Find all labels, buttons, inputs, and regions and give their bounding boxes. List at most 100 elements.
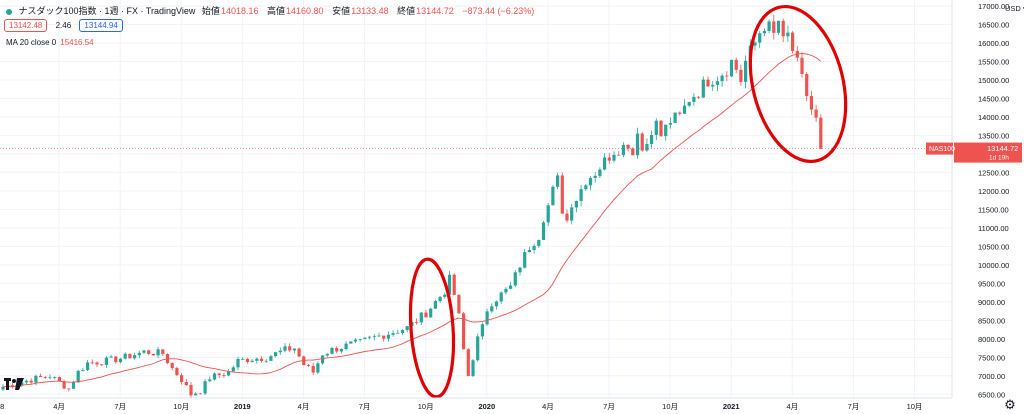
candle-body [400,330,405,333]
last-price-value: 13144.72 [987,144,1018,153]
candle-body [100,364,104,366]
candle-body [701,79,705,98]
candle-body [231,367,235,372]
candle-body [170,363,174,369]
y-tick-label: 13500.00 [978,131,1009,140]
candle-body [758,33,762,43]
x-tick-label: 10月 [907,402,923,411]
candle-body [588,177,593,186]
candle-body [744,60,748,82]
candle-body [34,375,38,383]
candle-body [391,333,395,335]
y-tick-label: 8000.00 [978,335,1005,344]
candle-body [650,135,654,145]
x-tick-label: 2021 [723,402,740,411]
candle-body [133,355,137,359]
candle-body [419,312,423,323]
candle-body [339,348,343,352]
candle-body [584,185,588,190]
candle-body [142,350,146,353]
x-tick-label: 2019 [234,402,251,411]
y-tick-label: 9500.00 [978,279,1005,288]
candle-body [725,75,729,77]
candle-body [241,358,245,360]
candle-body [739,69,743,82]
y-tick-label: 15000.00 [978,76,1009,85]
trade-prices: 13142.48 2.46 13144.94 [4,19,123,33]
candle-body [631,148,635,156]
candle-body [222,375,226,376]
y-tick-label: 6500.00 [978,390,1005,399]
grid [0,0,952,398]
candle-body [729,59,734,77]
candle-body [123,353,127,359]
candle-body [53,377,57,378]
candle-body [494,301,499,307]
candle-body [86,362,90,371]
y-tick-label: 15500.00 [978,57,1009,66]
candle-body [118,358,123,363]
y-tick-label: 14000.00 [978,113,1009,122]
candle-body [603,157,607,170]
x-tick-label: 4月 [542,402,554,411]
spread-value: 2.46 [55,21,72,30]
change-value: −873.44 (−6.23%) [462,6,535,16]
ma-label: MA 20 close 0 [6,38,57,47]
candle-body [776,20,781,33]
candle-body [560,175,564,214]
candle-body [447,274,452,295]
candle-body [250,360,254,362]
legend-header: ナスダック100指数 · 1週 · FX · TradingView 始値140… [6,4,540,16]
candle-body [198,393,202,395]
candle-body [551,186,555,206]
candle-body [297,348,301,357]
candle-body [640,133,644,151]
x-tick-label: 10月 [418,402,434,411]
sell-price-button[interactable]: 13142.48 [4,19,48,32]
candle-body [292,348,296,351]
candle-body [612,154,616,161]
y-tick-label: 10500.00 [978,242,1009,251]
candle-body [762,30,766,34]
candle-body [156,349,160,356]
candle-body [659,120,663,137]
candle-body [311,365,315,373]
candle-body [607,157,611,161]
candle-body [259,358,264,361]
ma-legend[interactable]: MA 20 close 0 15416.54 [6,38,94,47]
candle-body [39,375,43,378]
candle-body [819,117,823,149]
candle-body [673,112,677,123]
y-tick-label: 16000.00 [978,39,1009,48]
candle-body [462,313,466,350]
candle-body [386,334,390,339]
candle-body [490,306,494,312]
buy-price-button[interactable]: 13144.94 [79,19,123,32]
candle-body [104,357,108,365]
candle-body [264,360,268,362]
symbol-tag [926,142,953,155]
candle-body [513,272,517,286]
x-tick-label: 4月 [786,402,798,411]
candle-body [321,355,325,364]
candle-body [457,294,461,314]
high-label: 高値 [267,6,286,16]
candle-body [546,205,550,223]
gear-icon[interactable]: ⚙ [1004,397,1016,412]
candle-body [579,189,583,201]
candle-body [43,377,47,378]
candle-body [415,321,419,323]
highlight-annotations [408,4,848,399]
close-label: 終値 [397,6,416,16]
x-tick-label: 7月 [848,402,860,411]
candle-body [527,249,531,253]
candle-body [711,84,715,87]
candle-body [217,373,221,376]
candle-body [180,375,184,382]
candle-body [678,112,682,114]
candle-body [203,381,207,394]
y-tick-label: 12500.00 [978,168,1009,177]
